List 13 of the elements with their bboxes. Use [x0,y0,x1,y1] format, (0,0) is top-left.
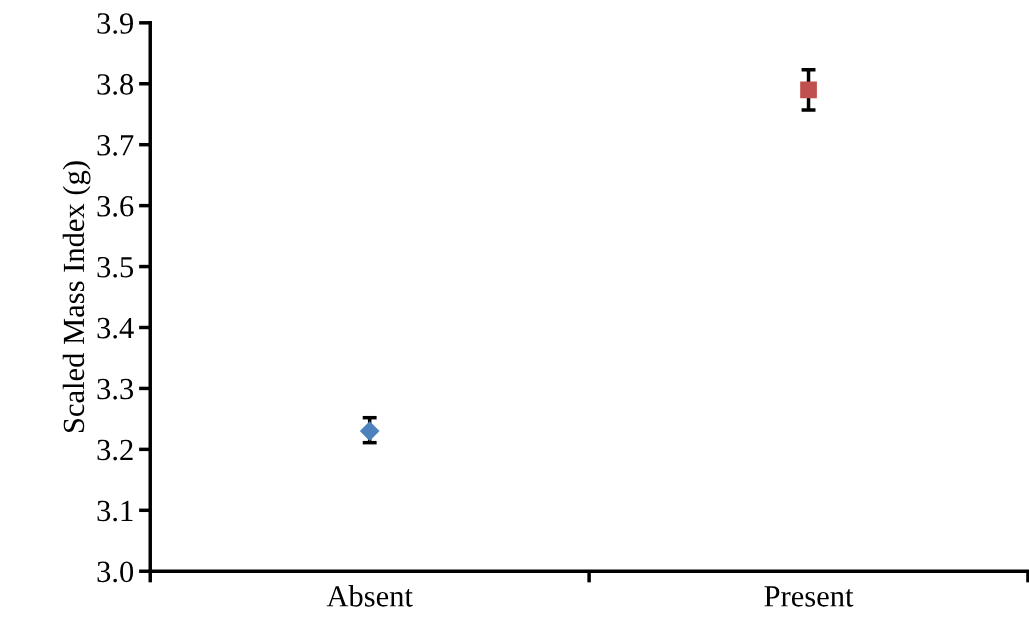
y-tick-label: 3.0 [97,561,134,583]
y-axis-title: Scaled Mass Index (g) [62,161,91,433]
x-tick-label: Present [764,586,854,607]
y-tick-label: 3.3 [97,378,134,400]
y-tick-label: 3.9 [97,13,134,34]
y-tick-label: 3.6 [97,196,134,217]
x-tick-label: Absent [326,585,413,607]
y-tick-label: 3.8 [97,74,134,95]
y-tick-label: 3.4 [97,317,134,339]
y-tick-label: 3.7 [97,135,134,156]
y-tick-label: 3.2 [97,439,133,461]
y-tick-label: 3.5 [97,256,134,278]
y-tick-label: 3.1 [97,500,133,522]
